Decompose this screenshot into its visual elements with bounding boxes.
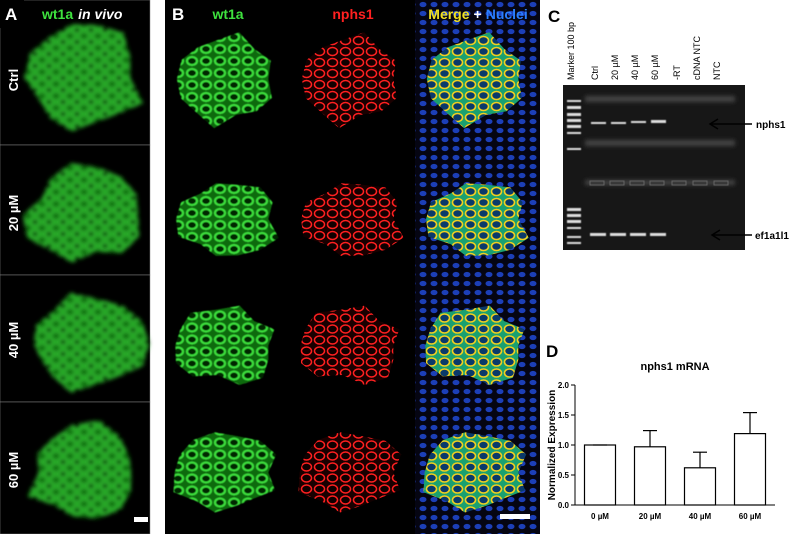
tissue bbox=[24, 24, 144, 132]
arrowhead bbox=[708, 118, 719, 130]
band-label: nphs1 bbox=[756, 120, 786, 131]
row-label: Ctrl bbox=[6, 69, 21, 91]
title-gene: wt1a bbox=[41, 6, 73, 22]
lane-labels: Marker 100 bp Ctrl 20 µM 40 µM 60 µM -RT cDNA … bbox=[566, 22, 722, 80]
column-title: Merge + Nuclei bbox=[428, 6, 527, 22]
x-tick-label: 0 µM bbox=[591, 512, 609, 521]
tissue bbox=[300, 305, 400, 385]
tissue bbox=[175, 305, 275, 385]
x-tick-label: 60 µM bbox=[739, 512, 762, 521]
y-tick-label: 2.0 bbox=[558, 381, 570, 390]
arrowhead bbox=[710, 229, 721, 241]
bar-chart: 0.0 0.5 1.0 1.5 2.0 0 µM 20 µM 40 µM 60 µM bbox=[558, 381, 775, 521]
panel-label: C bbox=[548, 7, 560, 26]
bar bbox=[583, 444, 617, 506]
y-axis-label: Normalized Expression bbox=[547, 390, 558, 501]
label-bg bbox=[0, 0, 24, 28]
scale-bar bbox=[134, 517, 148, 522]
tissue bbox=[23, 163, 139, 263]
row-label: 40 µM bbox=[6, 322, 21, 358]
tissue bbox=[301, 183, 404, 256]
panel-label: B bbox=[172, 5, 184, 24]
lane-label: 60 µM bbox=[650, 55, 660, 80]
band-label: ef1a1l1 bbox=[755, 231, 789, 242]
merge: Merge bbox=[428, 6, 469, 22]
lane-label: NTC bbox=[712, 61, 722, 80]
row-label: 20 µM bbox=[6, 195, 21, 231]
lane-label: Ctrl bbox=[590, 66, 600, 80]
title-suffix: in vivo bbox=[78, 6, 123, 22]
lane-label: -RT bbox=[672, 65, 682, 80]
lane-label: cDNA NTC bbox=[692, 35, 702, 80]
bar bbox=[633, 446, 667, 506]
gel bbox=[563, 85, 745, 250]
chart-title: nphs1 mRNA bbox=[640, 361, 709, 373]
tissue bbox=[425, 305, 525, 385]
tissue bbox=[176, 32, 272, 129]
column-title: nphs1 bbox=[332, 6, 373, 22]
row-label: 60 µM bbox=[6, 452, 21, 488]
nuclei: Nuclei bbox=[486, 6, 528, 22]
tissue bbox=[301, 32, 397, 129]
lane-label: 40 µM bbox=[630, 55, 640, 80]
plus: + bbox=[474, 6, 482, 22]
column-title: wt1a bbox=[211, 6, 243, 22]
x-tick-label: 40 µM bbox=[689, 512, 712, 521]
x-tick-label: 20 µM bbox=[639, 512, 662, 521]
scale-bar bbox=[500, 514, 530, 519]
y-tick-label: 0.0 bbox=[558, 501, 570, 510]
lane-label: Marker 100 bp bbox=[566, 22, 576, 80]
y-tick-label: 1.0 bbox=[558, 441, 570, 450]
tissue bbox=[426, 32, 522, 129]
tissue bbox=[27, 420, 132, 519]
bar bbox=[733, 433, 767, 506]
tissue bbox=[176, 183, 279, 256]
y-tick-label: 1.5 bbox=[558, 411, 570, 420]
tissue bbox=[173, 432, 277, 513]
tissue bbox=[426, 183, 529, 256]
panel-title: wt1a in vivo bbox=[41, 6, 123, 22]
tissue bbox=[33, 292, 150, 393]
y-tick-label: 0.5 bbox=[558, 471, 570, 480]
panel-label: A bbox=[5, 5, 17, 24]
lane-label: 20 µM bbox=[610, 55, 620, 80]
bar bbox=[683, 467, 717, 506]
tissue bbox=[298, 432, 402, 513]
micrographs bbox=[0, 0, 540, 535]
panel-label: D bbox=[546, 342, 558, 361]
tissue bbox=[423, 432, 527, 513]
